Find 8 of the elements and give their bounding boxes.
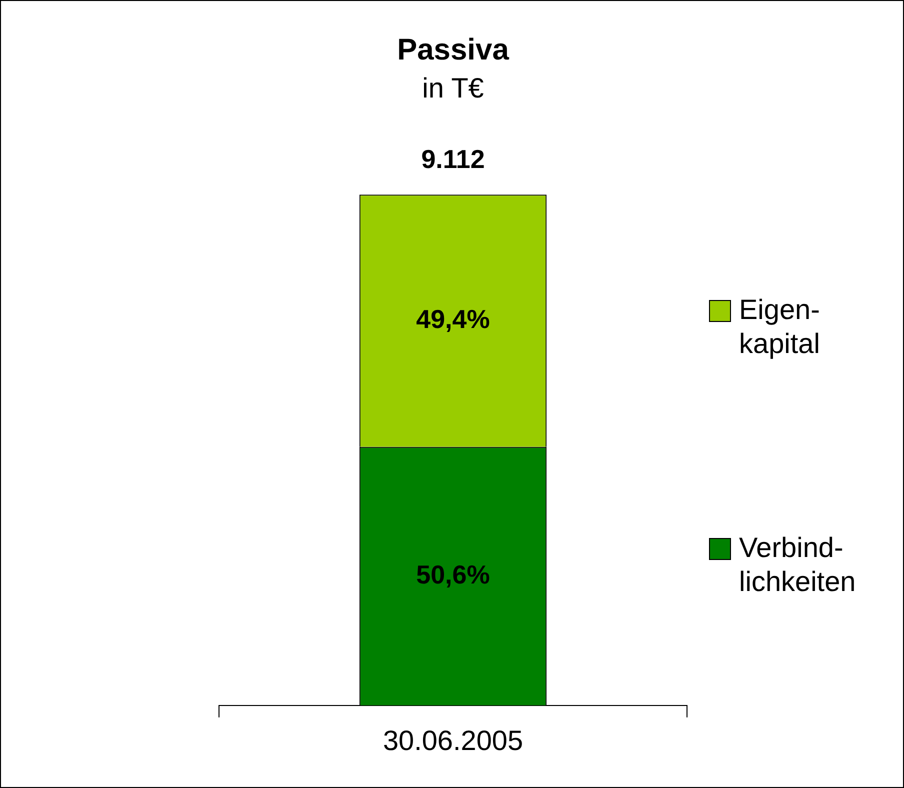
chart-title: Passiva (397, 33, 510, 66)
x-tick-label: 30.06.2005 (382, 724, 524, 756)
annotation: 9.112 (421, 144, 485, 174)
chart-subtitle: in T€ (422, 72, 484, 104)
text: Verbind- lichkeiten (739, 531, 856, 599)
legend-label: Eigen- kapital (739, 293, 820, 361)
data-label: 49,4% (416, 304, 490, 334)
data-label: 50,6% (416, 559, 490, 590)
